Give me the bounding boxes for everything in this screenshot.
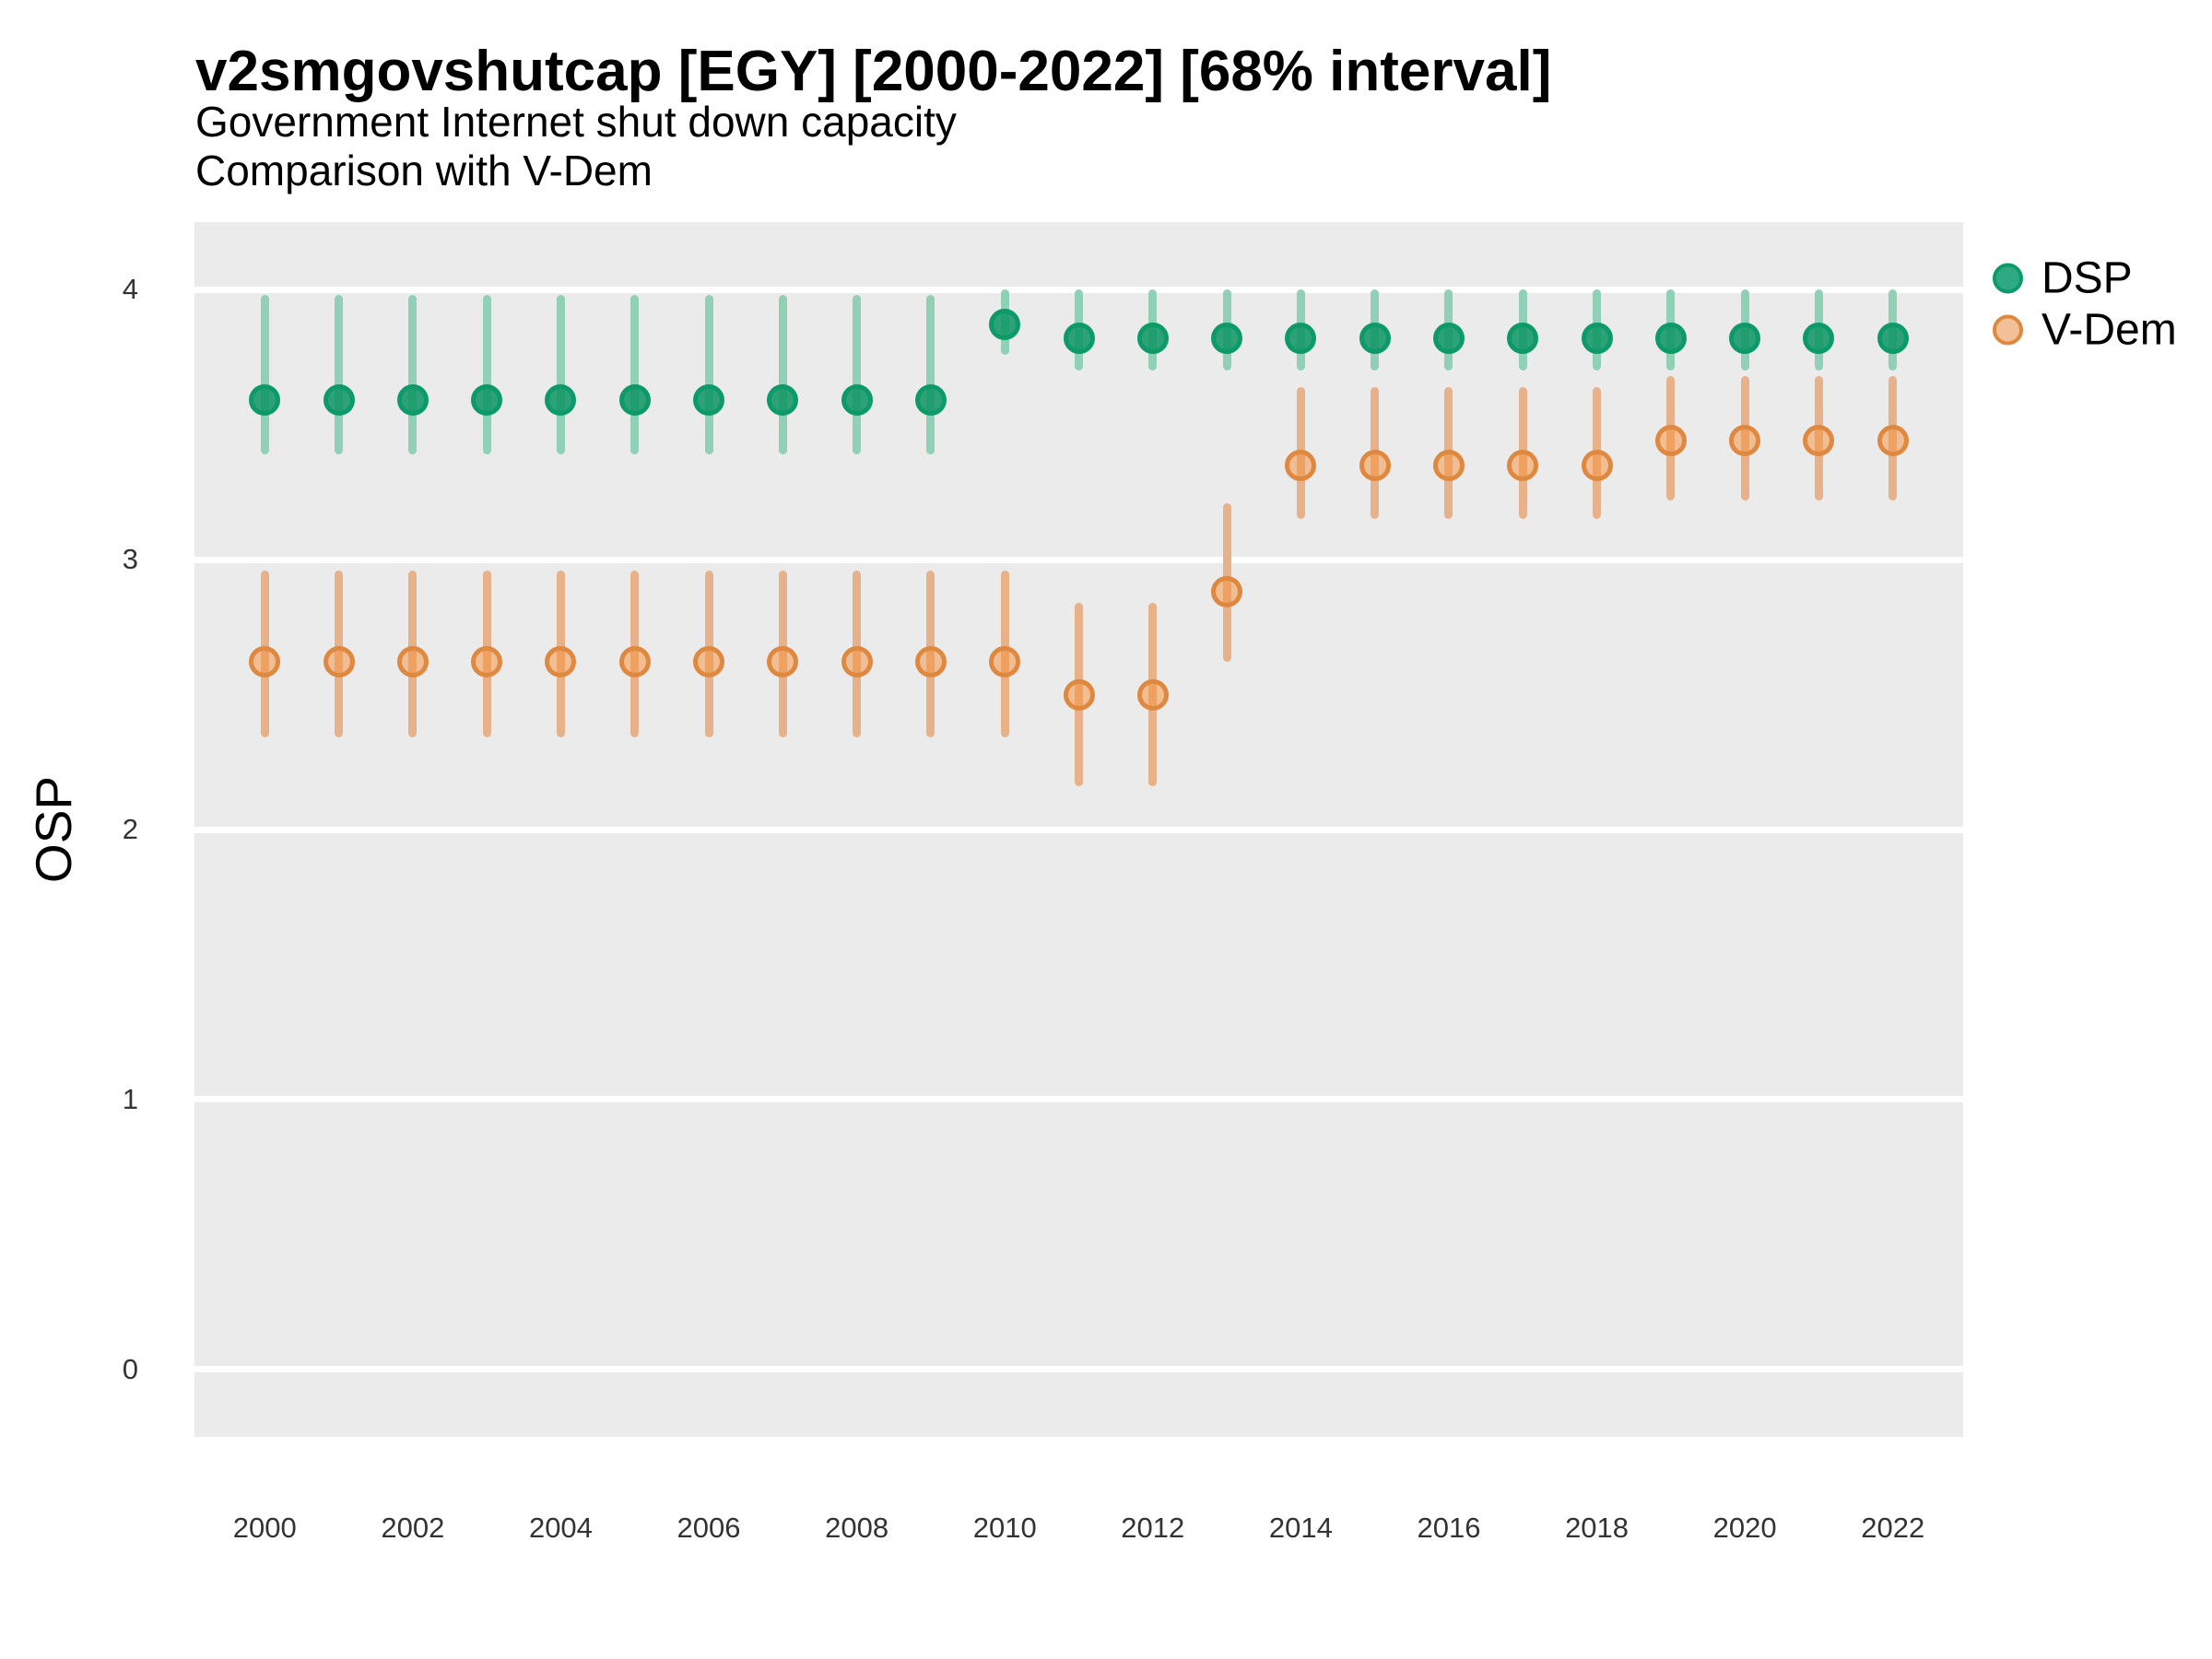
dsp-point-2000	[249, 384, 281, 417]
gridline-y-0	[194, 1366, 1963, 1373]
vdem-point-2013	[1211, 576, 1243, 608]
vdem-point-2004	[545, 646, 577, 678]
dsp-interval-2001	[335, 295, 344, 454]
dsp-point-2010	[989, 309, 1021, 341]
x-tick-label-2008: 2008	[825, 1512, 889, 1544]
dsp-point-2002	[396, 384, 429, 417]
vdem-point-2017	[1507, 449, 1539, 481]
vdem-point-2009	[914, 646, 947, 678]
vdem-point-2021	[1803, 425, 1835, 457]
gridline-y-3	[194, 556, 1963, 563]
x-tick-label-2012: 2012	[1121, 1512, 1185, 1544]
vdem-point-2006	[693, 646, 725, 678]
x-tick-label-2004: 2004	[528, 1512, 593, 1544]
plot-panel	[194, 222, 1963, 1437]
vdem-point-2008	[841, 646, 873, 678]
legend-item-vdem: V-Dem	[1993, 305, 2177, 356]
x-tick-label-2006: 2006	[677, 1512, 741, 1544]
y-tick-label-2: 2	[122, 813, 138, 845]
x-tick-label-2010: 2010	[972, 1512, 1037, 1544]
y-tick-label-1: 1	[122, 1082, 138, 1115]
dsp-point-2013	[1211, 322, 1243, 354]
dsp-interval-2002	[408, 295, 418, 454]
dsp-interval-2005	[630, 295, 640, 454]
dsp-interval-2004	[556, 295, 565, 454]
y-tick-label-0: 0	[122, 1352, 138, 1385]
chart-subtitle-line1: Government Internet shut down capacity	[195, 98, 957, 146]
dsp-interval-2000	[260, 295, 269, 454]
vdem-point-2011	[1063, 678, 1095, 711]
dsp-point-2021	[1803, 322, 1835, 354]
dsp-interval-2009	[926, 295, 935, 454]
vdem-point-2007	[767, 646, 799, 678]
dsp-point-2017	[1507, 322, 1539, 354]
gridline-y-2	[194, 826, 1963, 833]
dsp-point-2012	[1136, 322, 1169, 354]
dsp-interval-2007	[778, 295, 787, 454]
vdem-point-2016	[1432, 449, 1465, 481]
dsp-point-2016	[1432, 322, 1465, 354]
y-tick-label-4: 4	[122, 273, 138, 306]
dsp-point-2009	[914, 384, 947, 417]
x-tick-label-2018: 2018	[1565, 1512, 1630, 1544]
chart-subtitle-line2: Comparison with V-Dem	[195, 147, 653, 194]
vdem-point-2022	[1877, 425, 1909, 457]
dsp-point-2014	[1285, 322, 1317, 354]
vdem-point-2018	[1581, 449, 1613, 481]
vdem-point-2003	[471, 646, 503, 678]
x-tick-label-2014: 2014	[1268, 1512, 1333, 1544]
vdem-point-2002	[396, 646, 429, 678]
dsp-point-2001	[323, 384, 355, 417]
dsp-point-2004	[545, 384, 577, 417]
vdem-point-2014	[1285, 449, 1317, 481]
dsp-point-2003	[471, 384, 503, 417]
vdem-point-2005	[618, 646, 651, 678]
vdem-point-2015	[1359, 449, 1391, 481]
chart-subtitle: Government Internet shut down capacity C…	[195, 98, 957, 195]
y-tick-label-3: 3	[122, 543, 138, 576]
legend-label-dsp: DSP	[2041, 253, 2133, 303]
legend-item-dsp: DSP	[1993, 253, 2133, 304]
legend-label-vdem: V-Dem	[2041, 305, 2177, 355]
dsp-point-2007	[767, 384, 799, 417]
dsp-interval-2003	[482, 295, 491, 454]
dsp-point-2022	[1877, 322, 1909, 354]
x-tick-label-2002: 2002	[381, 1512, 445, 1544]
x-tick-label-2016: 2016	[1417, 1512, 1481, 1544]
dsp-point-2005	[618, 384, 651, 417]
x-tick-label-2020: 2020	[1712, 1512, 1777, 1544]
vdem-point-2000	[249, 646, 281, 678]
y-axis-title: OSP	[25, 775, 82, 884]
vdem-point-2012	[1136, 678, 1169, 711]
dsp-point-2008	[841, 384, 873, 417]
dsp-point-2015	[1359, 322, 1391, 354]
chart-title: v2smgovshutcap [EGY] [2000-2022] [68% in…	[195, 40, 1552, 103]
dsp-interval-2006	[704, 295, 713, 454]
dsp-point-2019	[1654, 322, 1687, 354]
dsp-point-2006	[693, 384, 725, 417]
x-tick-label-2000: 2000	[232, 1512, 297, 1544]
dsp-interval-2008	[853, 295, 862, 454]
dsp-point-2020	[1729, 322, 1761, 354]
x-tick-label-2022: 2022	[1861, 1512, 1925, 1544]
vdem-point-2019	[1654, 425, 1687, 457]
dsp-point-2018	[1581, 322, 1613, 354]
gridline-y-1	[194, 1096, 1963, 1103]
dsp-point-2011	[1063, 322, 1095, 354]
legend-marker-vdem-icon	[1993, 314, 2023, 346]
vdem-point-2001	[323, 646, 355, 678]
vdem-point-2010	[989, 646, 1021, 678]
legend-marker-dsp-icon	[1993, 263, 2023, 294]
vdem-point-2020	[1729, 425, 1761, 457]
